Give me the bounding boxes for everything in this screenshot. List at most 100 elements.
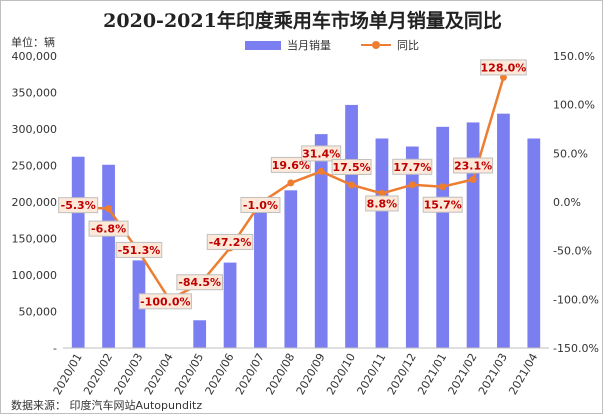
bar [314, 134, 328, 348]
x-tick-label: 2021/02 [446, 351, 480, 397]
bar [405, 146, 419, 348]
x-tick-label: 2021/04 [506, 351, 540, 397]
y-right-tick-label: 150.0% [553, 50, 595, 63]
x-tick-label: 2020/03 [111, 351, 145, 397]
x-tick-label: 2020/05 [172, 351, 206, 397]
y-left-tick-label: 400,000 [12, 50, 58, 63]
yoy-data-label-box [270, 156, 311, 173]
yoy-data-label-text: 19.6% [272, 159, 310, 172]
y-right-tick-label: 100.0% [553, 99, 595, 112]
yoy-data-label-box [301, 145, 342, 162]
yoy-data-label-text: -1.0% [243, 199, 278, 212]
yoy-data-label: 15.7% [422, 196, 463, 213]
x-tick-label: 2020/04 [142, 351, 176, 397]
yoy-data-label-box [365, 195, 399, 212]
y-left-tick-label: 200,000 [12, 196, 58, 209]
yoy-data-label: 8.8% [365, 195, 399, 212]
source-label: 数据来源： 印度汽车网站Autopunditz [11, 399, 203, 412]
yoy-data-label: 23.1% [453, 157, 494, 174]
legend-bar-label: 当月销量 [287, 39, 331, 52]
yoy-data-label-box [392, 158, 433, 175]
yoy-point [439, 183, 447, 191]
bar [254, 210, 267, 348]
yoy-data-label: 17.7% [392, 158, 433, 175]
y-left-tick-label: - [53, 342, 57, 355]
yoy-data-label-text: 128.0% [481, 61, 527, 74]
y-left-tick-label: 150,000 [12, 233, 58, 246]
y-left-tick-label: 350,000 [12, 87, 58, 100]
bar [102, 164, 115, 348]
yoy-point [408, 181, 416, 189]
yoy-point [317, 167, 325, 175]
yoy-data-label-text: 31.4% [302, 147, 340, 160]
bar [345, 104, 358, 348]
y-right-tick-label: -150.0% [553, 342, 599, 355]
bar [223, 262, 237, 348]
x-tick-label: 2020/02 [81, 351, 115, 397]
y-right-tick-label: -100.0% [553, 293, 599, 306]
yoy-data-label-box [176, 274, 223, 291]
y-left-tick-label: 250,000 [12, 160, 58, 173]
yoy-data-label-text: -84.5% [178, 276, 221, 289]
x-tick-label: 2020/01 [51, 351, 85, 397]
yoy-data-label-text: 8.8% [367, 197, 398, 210]
yoy-data-label-box [88, 220, 129, 237]
yoy-data-label-text: -5.3% [61, 199, 96, 212]
yoy-data-label-box [422, 196, 463, 213]
yoy-data-label-text: -51.3% [118, 244, 161, 257]
yoy-data-label-box [480, 59, 527, 76]
x-tick-label: 2020/06 [203, 351, 237, 397]
yoy-data-label-text: -47.2% [209, 236, 252, 249]
y-right-tick-label: 0.0% [553, 196, 581, 209]
yoy-data-label: -47.2% [206, 233, 254, 250]
bar [71, 156, 85, 348]
y-right-tick-label: 50.0% [553, 147, 588, 160]
bar [375, 138, 389, 348]
unit-label: 单位：辆 [11, 36, 55, 49]
x-tick-label: 2020/12 [385, 351, 419, 397]
yoy-data-label-text: -100.0% [140, 295, 190, 308]
x-tick-label: 2020/10 [324, 351, 358, 397]
x-tick-label: 2020/07 [233, 351, 267, 397]
yoy-data-label-box [453, 157, 494, 174]
yoy-point [348, 181, 356, 189]
yoy-data-label-text: -6.8% [91, 223, 126, 236]
yoy-data-label-text: 23.1% [454, 160, 492, 173]
yoy-point [378, 189, 386, 197]
yoy-data-label-box [138, 293, 192, 310]
bar [284, 190, 298, 348]
legend-line-label: 同比 [397, 39, 419, 52]
yoy-data-label: 31.4% [301, 145, 342, 162]
x-tick-label: 2021/03 [476, 351, 510, 397]
yoy-data-label: -6.8% [88, 220, 129, 237]
x-tick-label: 2020/11 [354, 351, 388, 397]
yoy-data-label: -5.3% [58, 197, 99, 214]
yoy-point [469, 176, 477, 184]
yoy-data-label-box [206, 233, 254, 250]
x-tick-label: 2020/09 [294, 351, 328, 397]
legend-line-swatch [361, 40, 391, 50]
yoy-data-label: 17.5% [331, 158, 372, 175]
yoy-data-label-text: 17.7% [393, 161, 431, 174]
yoy-data-label: -84.5% [176, 274, 223, 291]
legend-item-line: 同比 [361, 37, 419, 53]
x-tick-label: 2020/08 [263, 351, 297, 397]
yoy-data-label-text: 15.7% [424, 199, 462, 212]
yoy-data-label-box [331, 158, 372, 175]
bar [527, 138, 541, 348]
bar [193, 320, 207, 348]
yoy-data-label: 19.6% [270, 156, 311, 173]
yoy-data-label: 128.0% [480, 59, 527, 76]
yoy-point [499, 73, 507, 81]
yoy-data-label: -100.0% [138, 293, 192, 310]
yoy-point [287, 179, 295, 187]
legend-bar-swatch [245, 40, 281, 50]
y-left-tick-label: 50,000 [19, 306, 58, 319]
legend-item-bar: 当月销量 [245, 37, 331, 53]
bar [497, 113, 510, 348]
x-tick-label: 2021/01 [415, 351, 449, 397]
chart-title: 2020-2021年印度乘用车市场单月销量及同比 [103, 10, 502, 32]
yoy-point [105, 205, 113, 213]
